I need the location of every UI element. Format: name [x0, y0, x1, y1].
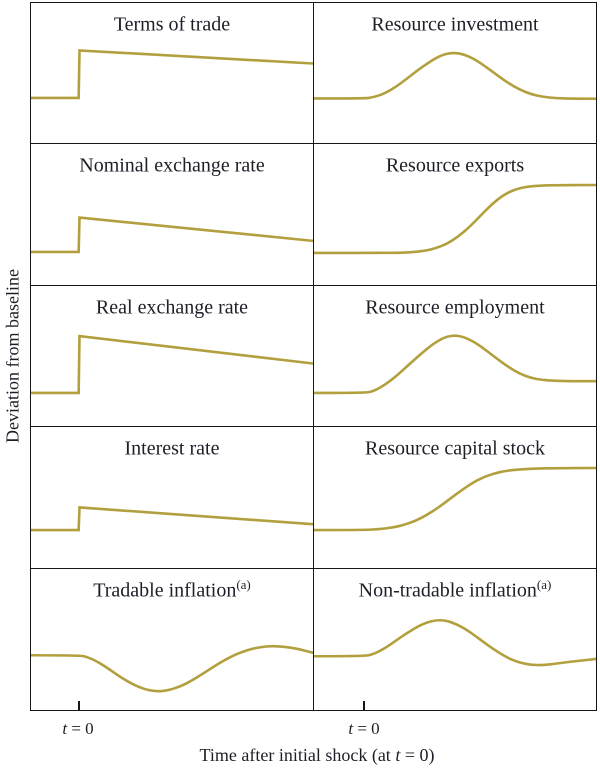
panel-title: Tradable inflation(a)	[93, 576, 251, 602]
response-curve	[314, 286, 596, 426]
panel-title: Resource employment	[365, 296, 545, 319]
response-curve	[31, 569, 313, 710]
panel-resource-investment: Resource investment	[313, 3, 596, 145]
t0-tick-label-left: t = 0	[62, 719, 94, 738]
response-curve	[31, 144, 313, 284]
response-curve	[314, 3, 596, 143]
response-curve	[31, 286, 313, 426]
response-curve	[314, 427, 596, 567]
x-axis-label: Time after initial shock (at t = 0)	[199, 745, 435, 765]
panel-terms-of-trade: Terms of trade	[31, 3, 314, 145]
panel-resource-capital-stock: Resource capital stock	[313, 427, 596, 569]
panel-tradable-inflation: Tradable inflation(a)	[31, 568, 314, 710]
impulse-response-figure: Terms of trade Resource investment Nomin…	[30, 2, 597, 711]
panel-title: Resource capital stock	[365, 437, 545, 460]
panel-nominal-exchange-rate: Nominal exchange rate	[31, 144, 314, 286]
y-axis-label: Deviation from baseline	[2, 269, 23, 444]
panel-title: Resource exports	[385, 155, 525, 178]
panel-title: Real exchange rate	[95, 296, 249, 319]
response-curve	[314, 144, 596, 284]
panel-resource-exports: Resource exports	[313, 144, 596, 286]
panel-interest-rate: Interest rate	[31, 427, 314, 569]
panel-title: Terms of trade	[113, 13, 231, 36]
panel-real-exchange-rate: Real exchange rate	[31, 285, 314, 428]
response-curve	[31, 427, 313, 567]
t0-tick-label-right: t = 0	[348, 719, 380, 738]
t0-tick-mark	[77, 700, 80, 710]
t0-tick-mark	[362, 700, 365, 710]
panel-title: Nominal exchange rate	[79, 155, 265, 178]
panel-non-tradable-inflation: Non-tradable inflation(a)	[314, 569, 596, 710]
response-curve	[314, 569, 596, 710]
response-curve	[31, 3, 313, 143]
panel-title: Resource investment	[371, 13, 539, 36]
panel-resource-employment: Resource employment	[313, 286, 596, 428]
panel-title: Non-tradable inflation(a)	[358, 576, 552, 602]
panel-title: Interest rate	[124, 437, 220, 460]
